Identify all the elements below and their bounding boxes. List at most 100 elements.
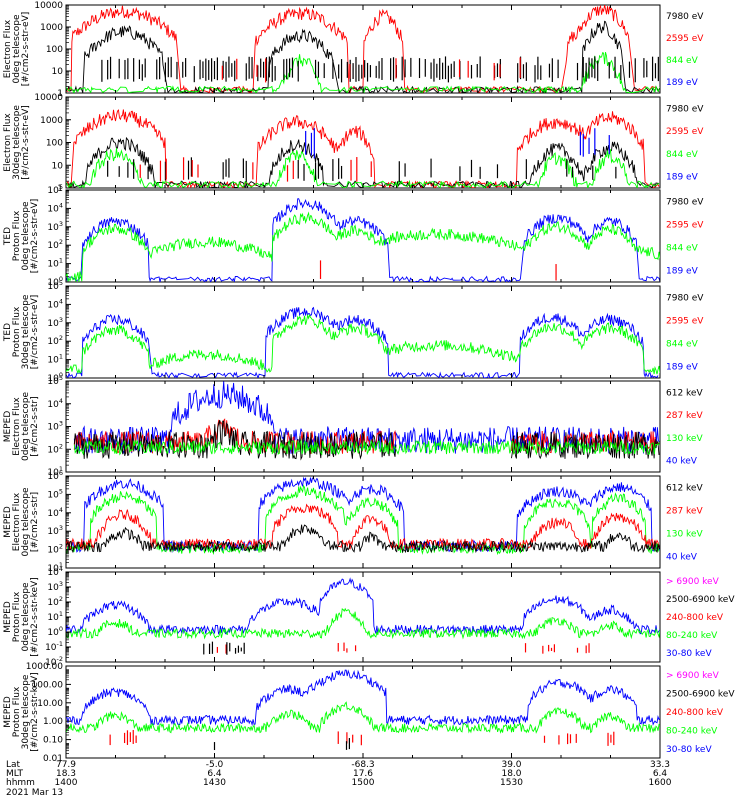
footer-value: 39.0 bbox=[501, 760, 521, 770]
y-tick-label: 102 bbox=[47, 334, 63, 347]
legend-entry: 80-240 keV bbox=[666, 726, 718, 736]
red-series-line bbox=[73, 418, 397, 455]
y-tick-label: 10000 bbox=[34, 93, 63, 103]
panel-frame bbox=[65, 189, 661, 283]
legend-entry: 844 eV bbox=[666, 340, 699, 350]
legend-entry: 30-80 keV bbox=[666, 649, 712, 659]
panel-8: 0.01 0.10 1.00 10.00 100.00 1000.00MEPEDProto… bbox=[3, 662, 735, 764]
legend-entry: 844 eV bbox=[666, 150, 699, 160]
green-series-line bbox=[66, 607, 660, 640]
y-axis-label: TEDProton Flux0deg telescope[#/cm2-s-str… bbox=[3, 199, 40, 274]
y-tick-label: 104 bbox=[47, 297, 63, 310]
green-series-line bbox=[73, 439, 660, 456]
legend-entry: 40 keV bbox=[666, 457, 698, 467]
panel-data bbox=[66, 306, 660, 378]
legend-entry: 2595 eV bbox=[666, 127, 704, 137]
y-tick-label: 101 bbox=[47, 610, 63, 623]
y-axis-label: Electron Flux0deg telescope[#/cm2-s-str-… bbox=[3, 12, 31, 87]
legend-entry: 130 keV bbox=[666, 434, 703, 444]
legend-entry: 287 keV bbox=[666, 507, 703, 517]
green-series-line bbox=[66, 484, 660, 556]
y-tick-label: 104 bbox=[47, 397, 63, 410]
y-tick-label: 1.00 bbox=[43, 717, 63, 727]
legend-entry: 844 eV bbox=[666, 244, 699, 254]
legend-entry: 189 eV bbox=[666, 363, 699, 373]
legend-entry: > 6900 keV bbox=[666, 577, 720, 587]
legend-entry: 287 keV bbox=[666, 411, 703, 421]
y-tick-label: 103 bbox=[47, 580, 63, 593]
legend-entry: 2595 eV bbox=[666, 34, 704, 44]
footer-value: -68.3 bbox=[351, 760, 374, 770]
red-series-line bbox=[66, 503, 660, 552]
y-tick-label: 100.00 bbox=[32, 680, 64, 690]
y-tick-label: 103 bbox=[47, 524, 63, 537]
y-axis-label: MEPEDProton Flux0deg telescope[#/cm2-s-s… bbox=[3, 577, 40, 656]
y-tick-label: 102 bbox=[47, 238, 63, 251]
legend-entry: 612 keV bbox=[666, 388, 703, 398]
legend-entry: 844 eV bbox=[666, 56, 699, 66]
footer-value: 6.4 bbox=[207, 769, 222, 779]
y-tick-label: 100 bbox=[46, 139, 63, 149]
y-tick-label: 105 bbox=[47, 183, 63, 196]
panel-data bbox=[66, 198, 660, 282]
panel-data bbox=[66, 476, 660, 556]
panel-data bbox=[73, 381, 660, 461]
y-tick-label: 102 bbox=[47, 543, 63, 556]
legend-entry: 2595 eV bbox=[666, 221, 704, 231]
legend-entry: 189 eV bbox=[666, 173, 699, 183]
time-axis-footer: Lat 77.9 -5.0 -68.3 39.0 33.3 MLT 18.3 6.4 17.6 18… bbox=[6, 760, 672, 798]
legend-entry: > 6900 keV bbox=[666, 671, 720, 681]
blue-series-line bbox=[66, 198, 660, 282]
panel-data bbox=[66, 577, 660, 655]
footer-date: 2021 Mar 13 bbox=[6, 788, 63, 798]
green-series-line bbox=[66, 211, 660, 282]
y-tick-label: 103 bbox=[47, 220, 63, 233]
footer-row-label: Lat bbox=[6, 760, 21, 770]
footer-value: 33.3 bbox=[650, 760, 670, 770]
red-series-line bbox=[66, 109, 660, 188]
y-axis-label: TEDProton Flux30deg telescope[#/cm2-s-st… bbox=[3, 294, 40, 369]
footer-value: 18.0 bbox=[501, 769, 521, 779]
y-tick-label: 10-1 bbox=[45, 640, 63, 653]
footer-row-label: hhmm bbox=[6, 778, 35, 788]
black-series-line bbox=[66, 136, 660, 188]
legend-entry: 2500-6900 keV bbox=[666, 595, 735, 605]
panel-frame bbox=[65, 665, 661, 759]
y-axis-label: MEPEDProton Flux30deg telescope[#/cm2-s-… bbox=[3, 672, 40, 751]
footer-value: 17.6 bbox=[353, 769, 373, 779]
panel-frame bbox=[65, 571, 661, 663]
y-tick-label: 1000.00 bbox=[26, 662, 63, 672]
green-series-line bbox=[66, 147, 660, 188]
legend-entry: 612 keV bbox=[666, 484, 703, 494]
y-tick-label: 103 bbox=[47, 420, 63, 433]
y-tick-label: 105 bbox=[47, 487, 63, 500]
legend-entry: 130 keV bbox=[666, 530, 703, 540]
legend-entry: 7980 eV bbox=[666, 198, 704, 208]
y-tick-label: 1000 bbox=[40, 23, 63, 33]
red-series-line bbox=[66, 5, 660, 93]
legend-entry: 7980 eV bbox=[666, 12, 704, 22]
legend-entry: 7980 eV bbox=[666, 104, 704, 114]
blue-series-line bbox=[66, 669, 660, 727]
y-tick-label: 100 bbox=[46, 45, 63, 55]
y-axis-label: MEPEDElectron Flux0deg telescope[#/cm2-s… bbox=[3, 392, 40, 462]
y-tick-label: 10 bbox=[52, 161, 64, 171]
panel-frame bbox=[65, 380, 661, 473]
black-series-line bbox=[66, 20, 660, 93]
green-series-line bbox=[66, 701, 660, 734]
black-series-line bbox=[511, 431, 660, 460]
blue-series-line bbox=[66, 306, 659, 378]
legend-entry: 240-800 keV bbox=[666, 708, 724, 718]
y-tick-label: 104 bbox=[47, 506, 63, 519]
panel-data bbox=[66, 109, 660, 188]
y-tick-label: 10 bbox=[52, 67, 64, 77]
y-tick-label: 104 bbox=[47, 201, 63, 214]
legend-entry: 80-240 keV bbox=[666, 631, 718, 641]
